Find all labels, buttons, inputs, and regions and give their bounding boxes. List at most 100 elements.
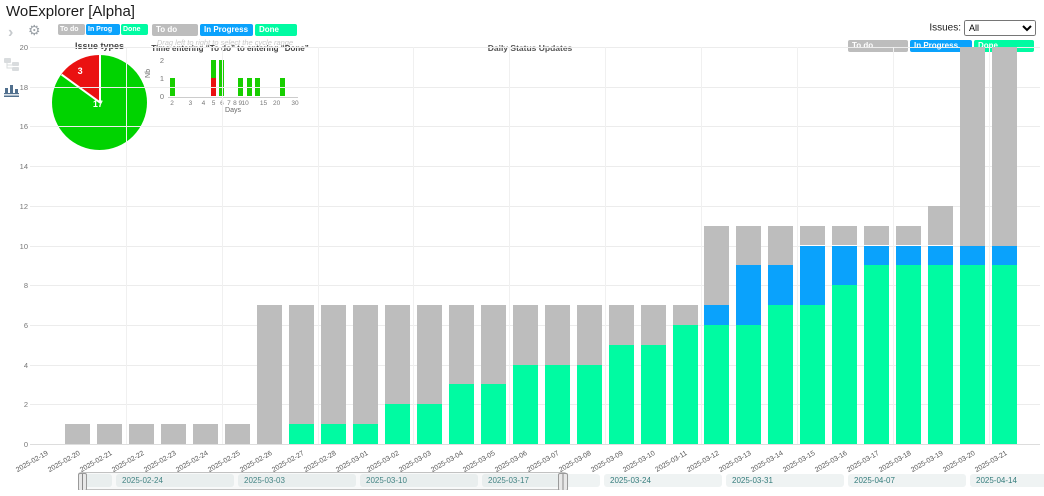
gridline-v: [796, 47, 798, 444]
bar-segment-done[interactable]: [353, 424, 378, 444]
timeline-cell[interactable]: 2025-03-10: [360, 474, 478, 487]
bar-segment-done[interactable]: [928, 265, 954, 444]
bar-segment-done[interactable]: [736, 324, 762, 444]
bar-segment-done[interactable]: [896, 265, 922, 444]
gridline-h: [30, 86, 1040, 88]
mini-legend-done-button[interactable]: Done: [121, 24, 148, 35]
bar-segment-to-do[interactable]: [608, 305, 634, 345]
gear-icon[interactable]: ⚙: [28, 22, 41, 38]
timeline-handle-left[interactable]: [78, 473, 87, 490]
bar-segment-to-do[interactable]: [257, 305, 283, 444]
bar-segment-to-do[interactable]: [576, 305, 602, 365]
main-legend-todo-button[interactable]: To do: [152, 24, 198, 36]
bar-segment-done[interactable]: [608, 344, 634, 444]
bar-segment-to-do[interactable]: [384, 305, 410, 405]
bar-segment-done[interactable]: [768, 305, 794, 444]
bar-segment-in-progress[interactable]: [704, 305, 730, 325]
bar-segment-to-do[interactable]: [448, 305, 474, 385]
bar-segment-to-do[interactable]: [416, 305, 442, 405]
bar-segment-to-do[interactable]: [321, 305, 347, 425]
bar-segment-to-do[interactable]: [480, 305, 506, 385]
main-legend-inprogress-button[interactable]: In Progress: [200, 24, 253, 36]
bar-segment-done[interactable]: [321, 424, 347, 444]
bar-segment-in-progress[interactable]: [864, 245, 890, 266]
timeline-selection[interactable]: [78, 472, 568, 490]
bar-segment-done[interactable]: [416, 404, 442, 444]
mini-x-tick: 20: [272, 100, 281, 107]
bar-segment-to-do[interactable]: [129, 424, 155, 444]
bar-segment-to-do[interactable]: [161, 424, 187, 444]
chevron-right-icon[interactable]: ›: [8, 24, 14, 41]
gridline-h: [30, 166, 1040, 168]
bar-segment-done[interactable]: [384, 404, 410, 444]
bar-segment-to-do[interactable]: [672, 305, 698, 325]
bar-segment-to-do[interactable]: [353, 305, 378, 425]
bar-segment-to-do[interactable]: [704, 225, 730, 306]
tree-view-icon[interactable]: [4, 58, 20, 71]
bar-segment-to-do[interactable]: [225, 424, 251, 444]
bar-segment-to-do[interactable]: [640, 305, 666, 345]
bar-segment-to-do[interactable]: [193, 424, 219, 444]
bar-segment-done[interactable]: [672, 324, 698, 444]
bar-segment-to-do[interactable]: [832, 225, 858, 246]
bar-segment-to-do[interactable]: [960, 47, 986, 246]
bar-segment-in-progress[interactable]: [896, 245, 922, 266]
timeline-handle-right[interactable]: [558, 473, 568, 490]
mini-y-tick: 2: [159, 56, 164, 65]
bar-segment-done[interactable]: [800, 305, 826, 444]
pie-slice-label-red: 3: [77, 66, 83, 77]
bar-segment-done[interactable]: [480, 384, 506, 444]
issue-types-pie-chart[interactable]: 3 17: [52, 55, 147, 150]
bar-segment-done[interactable]: [704, 324, 730, 444]
bar-segment-to-do[interactable]: [544, 305, 570, 365]
bar-segment-done[interactable]: [832, 285, 858, 444]
bar-segment-done[interactable]: [289, 424, 315, 444]
main-legend-done-button[interactable]: Done: [255, 24, 297, 36]
bar-segment-to-do[interactable]: [736, 225, 762, 266]
bar-segment-done[interactable]: [864, 265, 890, 444]
bar-chart-view-icon[interactable]: [4, 82, 20, 97]
bar-segment-to-do[interactable]: [928, 205, 954, 246]
gridline-v: [317, 47, 319, 444]
mini-x-tick: 10: [241, 100, 249, 107]
bar-segment-to-do[interactable]: [864, 225, 890, 246]
bar-segment-done[interactable]: [960, 265, 986, 444]
bar-segment-to-do[interactable]: [512, 305, 538, 365]
timeline-cell[interactable]: 2025-03-17: [482, 474, 600, 487]
timeline-cell[interactable]: 2025-04-07: [848, 474, 966, 487]
drag-hint-text: Drag left to right to select the cycle r…: [156, 38, 294, 47]
mini-legend-inprogress-button[interactable]: In Prog: [86, 24, 120, 35]
timeline-slider[interactable]: 2025-02-24 2025-03-03 2025-03-10 2025-03-17…: [78, 472, 1044, 490]
bar-segment-done[interactable]: [544, 364, 570, 444]
legend-inprogress-button[interactable]: In Progress: [910, 40, 972, 52]
bar-segment-in-progress[interactable]: [832, 245, 858, 286]
timeline-cell[interactable]: 2025-03-03: [238, 474, 356, 487]
bar-segment-to-do[interactable]: [992, 47, 1017, 246]
bar-segment-in-progress[interactable]: [928, 245, 954, 266]
bar-segment-in-progress[interactable]: [960, 245, 986, 266]
bar-segment-to-do[interactable]: [768, 225, 794, 266]
bar-segment-to-do[interactable]: [65, 424, 91, 444]
timeline-cell[interactable]: 2025-03-24: [604, 474, 722, 487]
bar-segment-in-progress[interactable]: [992, 245, 1017, 266]
bar-segment-done[interactable]: [448, 384, 474, 444]
bar-segment-in-progress[interactable]: [768, 265, 794, 306]
bar-segment-done[interactable]: [992, 265, 1017, 444]
issues-select[interactable]: All: [964, 20, 1036, 36]
bar-segment-done[interactable]: [640, 344, 666, 444]
timeline-cell[interactable]: 2025-03-31: [726, 474, 844, 487]
mini-legend-todo-button[interactable]: To do: [58, 24, 85, 35]
mini-y-tick: 1: [159, 74, 164, 83]
duration-bar-green[interactable]: [211, 60, 217, 78]
bar-segment-done[interactable]: [576, 364, 602, 444]
bar-segment-in-progress[interactable]: [800, 245, 826, 306]
bar-segment-to-do[interactable]: [800, 225, 826, 246]
bar-segment-in-progress[interactable]: [736, 265, 762, 325]
bar-segment-to-do[interactable]: [896, 225, 922, 246]
bar-segment-to-do[interactable]: [289, 305, 315, 425]
bar-segment-to-do[interactable]: [97, 424, 123, 444]
timeline-cell[interactable]: 2025-02-24: [116, 474, 234, 487]
bar-segment-done[interactable]: [512, 364, 538, 444]
timeline-cell[interactable]: 2025-04-14: [970, 474, 1044, 487]
